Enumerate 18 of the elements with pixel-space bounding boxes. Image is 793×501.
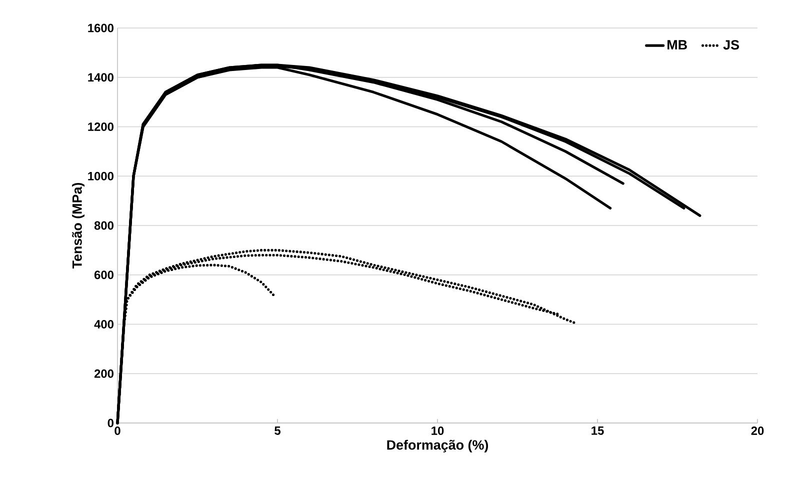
y-tick-label: 400: [94, 320, 114, 328]
legend-label: MB: [668, 40, 687, 50]
x-tick-label: 5: [274, 426, 280, 435]
x-tick-label: 10: [432, 426, 444, 435]
x-tick-label: 15: [592, 426, 604, 435]
y-tick-label: 800: [94, 221, 114, 230]
legend-label: JS: [723, 40, 740, 50]
y-tick-label: 1600: [88, 24, 114, 32]
y-tick-label: 0: [108, 418, 114, 428]
y-tick-label: 1400: [88, 73, 114, 82]
y-tick-label: 200: [94, 369, 114, 378]
x-tick-label: 0: [114, 426, 120, 435]
x-axis-title: Deformação (%): [387, 440, 488, 452]
y-tick-label: 1200: [88, 122, 114, 131]
y-axis-title: Tensão (MPa): [72, 182, 85, 269]
y-tick-label: 1000: [88, 172, 114, 180]
y-tick-label: 600: [94, 270, 114, 280]
x-tick-label: 20: [751, 426, 764, 435]
